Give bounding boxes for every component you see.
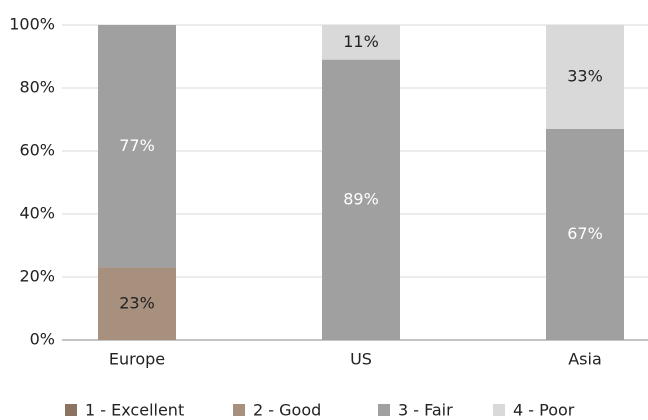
legend-label: 1 - Excellent bbox=[85, 401, 184, 420]
legend-swatch bbox=[233, 404, 245, 416]
value-label: 33% bbox=[567, 66, 603, 85]
legend-swatch bbox=[378, 404, 390, 416]
y-tick-label: 0% bbox=[30, 330, 55, 349]
value-label: 89% bbox=[343, 189, 379, 208]
bar-segment bbox=[322, 25, 400, 60]
value-label: 67% bbox=[567, 224, 603, 243]
y-tick-label: 60% bbox=[19, 141, 55, 160]
value-label: 11% bbox=[343, 32, 379, 51]
bar-segment bbox=[98, 25, 176, 268]
legend-swatch bbox=[65, 404, 77, 416]
bar-segment bbox=[546, 128, 624, 340]
legend-label: 4 - Poor bbox=[513, 401, 575, 420]
y-tick-label: 80% bbox=[19, 78, 55, 97]
bar-segment bbox=[546, 25, 624, 129]
legend-swatch bbox=[493, 404, 505, 416]
legend-label: 3 - Fair bbox=[398, 401, 453, 420]
y-tick-label: 100% bbox=[9, 15, 55, 34]
y-tick-label: 40% bbox=[19, 204, 55, 223]
x-tick-label: Asia bbox=[568, 350, 602, 369]
x-tick-label: US bbox=[350, 350, 372, 369]
x-tick-label: Europe bbox=[109, 350, 165, 369]
value-label: 77% bbox=[119, 136, 155, 155]
legend-label: 2 - Good bbox=[253, 401, 321, 420]
bar-segment bbox=[98, 267, 176, 340]
y-tick-label: 20% bbox=[19, 267, 55, 286]
value-label: 23% bbox=[119, 293, 155, 312]
bar-segment bbox=[322, 59, 400, 341]
